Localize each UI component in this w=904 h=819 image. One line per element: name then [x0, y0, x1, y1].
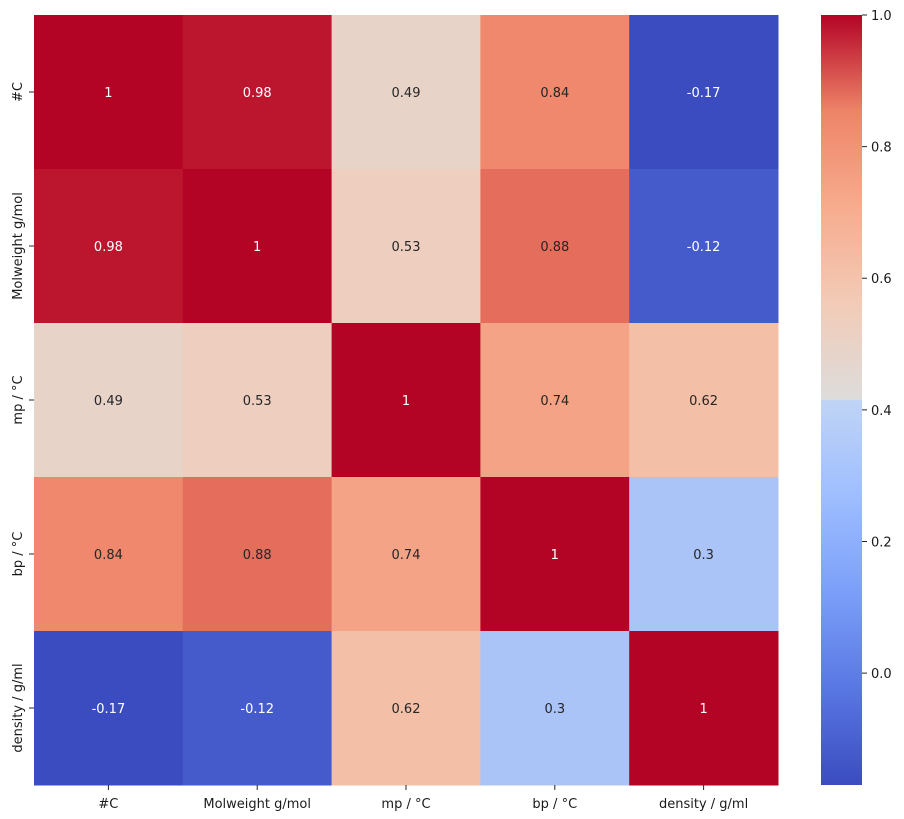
heatmap-value-label: 1: [699, 702, 707, 717]
colorbar-gradient: [821, 15, 862, 785]
heatmap-value-label: 0.74: [540, 394, 569, 409]
heatmap-value-label: 0.74: [392, 548, 421, 563]
heatmap-cell: [182, 169, 333, 324]
heatmap-cell: [629, 477, 779, 632]
heatmap-cell: [629, 15, 779, 170]
heatmap-value-label: -0.12: [687, 240, 721, 255]
heatmap-value-label: 0.84: [94, 548, 123, 563]
x-tick-label: bp / °C: [532, 797, 577, 812]
heatmap-value-label: -0.17: [92, 702, 126, 717]
heatmap-cell: [34, 477, 184, 632]
x-tick-label: #C: [98, 797, 118, 812]
heatmap-value-label: 0.98: [94, 240, 123, 255]
heatmap-value-label: 1: [402, 394, 410, 409]
heatmap-value-label: 0.62: [689, 394, 718, 409]
heatmap-cell: [331, 631, 481, 786]
x-axis: #C Molweight g/mol mp / °C bp / °C density /…: [98, 785, 748, 812]
heatmap-value-label: 1: [551, 548, 559, 563]
heatmap-value-label: 0.84: [540, 86, 569, 101]
heatmap-cell: [182, 631, 333, 786]
heatmap-cell: [629, 169, 779, 324]
heatmap-cell: [480, 15, 630, 170]
heatmap-cell: [34, 323, 184, 478]
heatmap-value-label: -0.12: [240, 702, 274, 717]
heatmap-cell: [331, 323, 481, 478]
heatmap-value-label: 0.49: [94, 394, 123, 409]
heatmap-cell: [34, 15, 184, 170]
heatmap-cell: [629, 323, 779, 478]
colorbar-tick-label: 0.8: [871, 141, 892, 156]
heatmap-value-label: 1: [253, 240, 261, 255]
heatmap-cell: [34, 631, 184, 786]
heatmap-cell: [331, 169, 481, 324]
heatmap-value-label: 0.3: [693, 548, 714, 563]
y-tick-label: #C: [11, 82, 26, 102]
y-tick-label: mp / °C: [11, 375, 26, 424]
colorbar: 0.0 0.2 0.4 0.6 0.8 1.0: [821, 9, 892, 785]
heatmap-value-label: 0.53: [243, 394, 272, 409]
heatmap-value-labels: 1 0.98 0.49 0.84 -0.17 0.98 1 0.53 0.88 -0.12 0.49…: [92, 86, 721, 717]
heatmap-cell: [629, 631, 779, 786]
heatmap-value-label: 0.49: [392, 86, 421, 101]
heatmap-value-label: 0.88: [243, 548, 272, 563]
colorbar-tick-label: 0.4: [871, 404, 892, 419]
heatmap-cell: [480, 477, 630, 632]
heatmap-cell: [182, 477, 333, 632]
y-axis: #C Molweight g/mol mp / °C bp / °C density /…: [11, 82, 34, 753]
heatmap-cell: [182, 15, 333, 170]
heatmap-value-label: 0.53: [392, 240, 421, 255]
x-tick-label: mp / °C: [381, 797, 430, 812]
y-tick-label: bp / °C: [11, 532, 26, 577]
heatmap-value-label: -0.17: [687, 86, 721, 101]
heatmap-cell: [34, 169, 184, 324]
colorbar-tick-label: 0.0: [871, 667, 892, 682]
heatmap-cell: [480, 323, 630, 478]
colorbar-tick-label: 0.6: [871, 272, 892, 287]
heatmap-value-label: 0.3: [544, 702, 565, 717]
heatmap-value-label: 0.98: [243, 86, 272, 101]
x-tick-label: density / g/ml: [659, 797, 748, 812]
colorbar-tick-label: 1.0: [871, 9, 892, 24]
y-tick-label: Molweight g/mol: [11, 192, 26, 300]
heatmap-cells: [34, 15, 779, 786]
x-tick-label: Molweight g/mol: [203, 797, 311, 812]
colorbar-tick-label: 0.2: [871, 535, 892, 550]
y-tick-label: density / g/ml: [11, 663, 26, 752]
heatmap-cell: [182, 323, 333, 478]
heatmap-value-label: 0.62: [392, 702, 421, 717]
heatmap-value-label: 0.88: [540, 240, 569, 255]
heatmap-value-label: 1: [104, 86, 112, 101]
heatmap-cell: [331, 15, 481, 170]
heatmap-cell: [331, 477, 481, 632]
heatmap-cell: [480, 631, 630, 786]
heatmap-cell: [480, 169, 630, 324]
